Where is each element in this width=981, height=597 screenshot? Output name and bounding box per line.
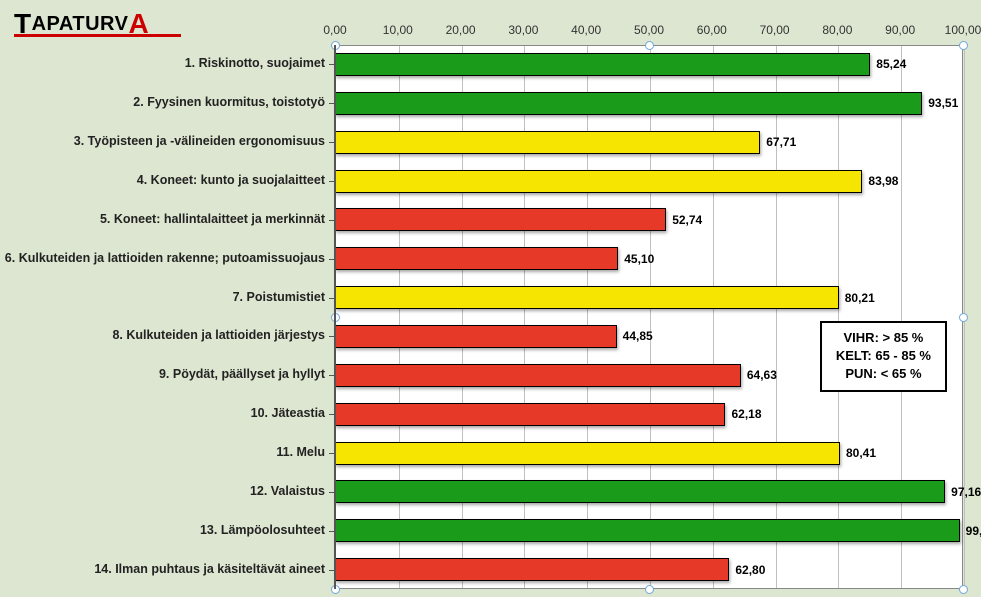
bar-value-label: 67,71 (766, 135, 796, 149)
category-label: 11. Melu (276, 445, 325, 459)
bar-value-label: 83,98 (868, 174, 898, 188)
selection-handle[interactable] (959, 313, 968, 322)
bar (335, 480, 945, 503)
category-label: 2. Fyysinen kuormitus, toistotyö (133, 95, 325, 109)
category-label: 7. Poistumistiet (233, 290, 325, 304)
selection-handle[interactable] (645, 41, 654, 50)
bar-value-label: 62,80 (735, 563, 765, 577)
y-tick-mark (329, 414, 335, 415)
chart-plot-area (335, 45, 963, 589)
x-tick-label: 40,00 (571, 23, 601, 37)
bar-value-label: 85,24 (876, 57, 906, 71)
category-label: 4. Koneet: kunto ja suojalaitteet (137, 173, 325, 187)
x-tick-label: 30,00 (508, 23, 538, 37)
y-tick-mark (329, 492, 335, 493)
grid-line (399, 46, 400, 588)
bar-value-label: 44,85 (623, 329, 653, 343)
legend-line: PUN: < 65 % (836, 365, 931, 383)
logo-underline (14, 34, 181, 37)
grid-line (587, 46, 588, 588)
x-tick-label: 20,00 (446, 23, 476, 37)
y-tick-mark (329, 64, 335, 65)
x-tick-label: 10,00 (383, 23, 413, 37)
x-tick-label: 0,00 (323, 23, 346, 37)
grid-line (650, 46, 651, 588)
bar (335, 403, 725, 426)
bar (335, 247, 618, 270)
selection-handle[interactable] (959, 585, 968, 594)
legend-line: VIHR: > 85 % (836, 329, 931, 347)
y-tick-mark (329, 181, 335, 182)
category-label: 3. Työpisteen ja -välineiden ergonomisuu… (74, 134, 325, 148)
y-tick-mark (329, 298, 335, 299)
category-label: 6. Kulkuteiden ja lattioiden rakenne; pu… (5, 251, 325, 265)
bar (335, 208, 666, 231)
bar-value-label: 80,41 (846, 446, 876, 460)
category-label: 12. Valaistus (250, 484, 325, 498)
grid-line (838, 46, 839, 588)
category-label: 8. Kulkuteiden ja lattioiden järjestys (112, 328, 325, 342)
bar-value-label: 45,10 (624, 252, 654, 266)
logo-mid: APATURV (32, 13, 129, 36)
bar-value-label: 80,21 (845, 291, 875, 305)
y-tick-mark (329, 453, 335, 454)
legend-line: KELT: 65 - 85 % (836, 347, 931, 365)
bar (335, 364, 741, 387)
bar-value-label: 93,51 (928, 96, 958, 110)
y-tick-mark (329, 103, 335, 104)
y-tick-mark (329, 142, 335, 143)
bar-value-label: 99,47 (966, 524, 981, 538)
bar (335, 325, 617, 348)
x-tick-label: 70,00 (760, 23, 790, 37)
y-tick-mark (329, 531, 335, 532)
y-tick-mark (329, 259, 335, 260)
grid-line (901, 46, 902, 588)
grid-line (713, 46, 714, 588)
grid-line (462, 46, 463, 588)
bar (335, 286, 839, 309)
bar (335, 92, 922, 115)
bar (335, 170, 862, 193)
bar-value-label: 64,63 (747, 368, 777, 382)
bar-value-label: 62,18 (731, 407, 761, 421)
y-tick-mark (329, 570, 335, 571)
x-tick-label: 50,00 (634, 23, 664, 37)
y-tick-mark (329, 375, 335, 376)
bar (335, 519, 960, 542)
x-tick-label: 100,00 (945, 23, 981, 37)
category-label: 10. Jäteastia (251, 406, 325, 420)
bar (335, 442, 840, 465)
selection-handle[interactable] (645, 585, 654, 594)
grid-line (524, 46, 525, 588)
y-axis-line (334, 45, 336, 589)
category-label: 5. Koneet: hallintalaitteet ja merkinnät (100, 212, 325, 226)
bar (335, 558, 729, 581)
color-legend: VIHR: > 85 %KELT: 65 - 85 %PUN: < 65 % (820, 321, 947, 392)
y-tick-mark (329, 220, 335, 221)
selection-handle[interactable] (959, 41, 968, 50)
category-label: 9. Pöydät, päällyset ja hyllyt (159, 367, 325, 381)
category-label: 1. Riskinotto, suojaimet (185, 56, 325, 70)
x-tick-label: 90,00 (885, 23, 915, 37)
category-label: 14. Ilman puhtaus ja käsiteltävät aineet (94, 562, 325, 576)
x-tick-label: 80,00 (822, 23, 852, 37)
bar (335, 131, 760, 154)
grid-line (776, 46, 777, 588)
y-tick-mark (329, 336, 335, 337)
category-label: 13. Lämpöolosuhteet (200, 523, 325, 537)
x-tick-label: 60,00 (697, 23, 727, 37)
bar-value-label: 52,74 (672, 213, 702, 227)
bar (335, 53, 870, 76)
bar-value-label: 97,16 (951, 485, 981, 499)
